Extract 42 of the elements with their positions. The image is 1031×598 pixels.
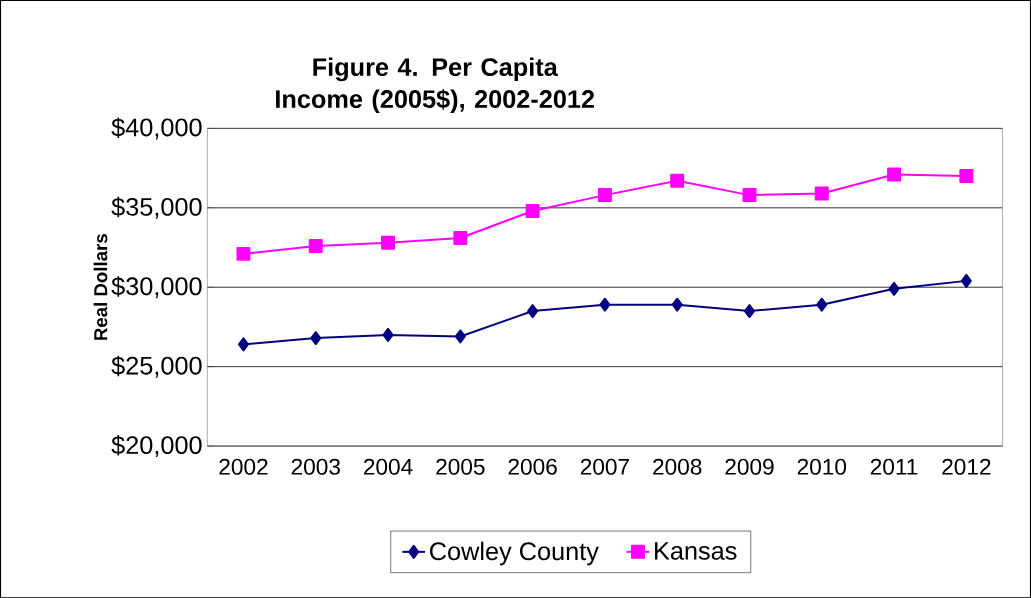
x-tick-label: 2009 — [725, 458, 774, 475]
point — [888, 281, 900, 296]
point — [960, 273, 972, 288]
x-tick-label: 2008 — [653, 458, 702, 475]
chart-title: Figure 4. Per Capita Income (2005$), 2002-2012 — [276, 57, 595, 113]
x-tick-label: 2004 — [364, 458, 413, 475]
point — [887, 167, 902, 182]
point — [599, 297, 611, 312]
point — [382, 327, 394, 342]
legend-label: Cowley County — [430, 541, 599, 566]
point — [742, 187, 757, 202]
point — [453, 230, 468, 245]
y-tick-label: $20,000 — [111, 434, 202, 457]
y-tick-label: $30,000 — [111, 276, 202, 298]
point — [454, 329, 466, 344]
point — [671, 297, 683, 312]
point — [959, 168, 974, 183]
point — [527, 303, 539, 318]
point — [237, 337, 249, 352]
y-tick-label: $25,000 — [111, 355, 202, 378]
point — [310, 330, 322, 345]
y-tick-label: $35,000 — [111, 196, 202, 219]
x-tick-label: 2010 — [797, 458, 847, 475]
point — [308, 238, 323, 253]
y-axis-title: Real Dollars — [93, 233, 108, 340]
point — [816, 297, 828, 312]
x-tick-label: 2011 — [870, 458, 918, 475]
point — [381, 235, 396, 250]
point — [670, 173, 685, 188]
y-tick-label: $40,000 — [111, 117, 202, 140]
x-tick-label: 2005 — [436, 458, 485, 475]
legend-label: Kansas — [655, 541, 737, 560]
x-tick-label: 2007 — [580, 458, 629, 475]
x-tick-label: 2012 — [942, 458, 991, 475]
x-tick-label: 2006 — [508, 458, 557, 475]
point — [597, 187, 612, 202]
point — [814, 186, 829, 201]
point — [236, 246, 251, 261]
point — [743, 303, 755, 318]
x-tick-label: 2002 — [219, 458, 268, 475]
point — [525, 203, 540, 218]
x-tick-label: 2003 — [291, 458, 340, 475]
